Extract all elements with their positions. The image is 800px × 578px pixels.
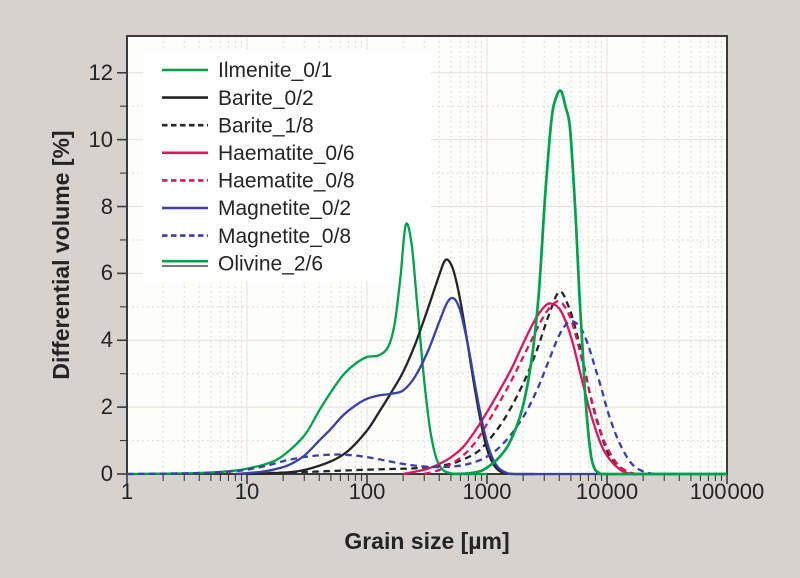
series-line-Ilmenite_0/1 [126,222,488,476]
legend-item: Barite_1/8 [162,114,314,137]
axis-ticks [117,71,728,484]
legend-item-label: Haematite_0/6 [218,142,355,165]
series-curves [126,89,727,476]
legend-item: Haematite_0/6 [162,142,355,165]
legend-item: Magnetite_0/8 [162,225,351,248]
x-tick-label: 100 000 [689,479,765,504]
series-line-Haematite_0/6 [402,302,644,476]
y-tick-label: 2 [100,394,113,420]
legend-item: Olivine_2/6 [162,252,323,275]
y-tick-label: 12 [88,59,113,85]
legend-item-label: Barite_1/8 [218,114,314,137]
y-tick-label: 0 [100,461,113,486]
legend: Ilmenite_0/1 Barite_0/2 Barite_1/8 Haematit… [143,50,431,282]
x-tick-label: 1 [120,479,134,504]
y-tick-label: 4 [100,327,113,353]
legend-item-label: Magnetite_0/8 [218,225,351,248]
x-tick-label: 10 [234,479,260,504]
legend-item-label: Haematite_0/8 [218,170,355,193]
legend-box [143,50,431,282]
x-axis-title: Grain size [µm] [344,528,510,554]
series-line-Magnetite_0/2 [235,296,727,476]
y-tick-label: 8 [100,193,113,219]
y-tick-label: 6 [100,260,113,286]
legend-item: Barite_0/2 [162,87,314,110]
legend-item-label: Ilmenite_0/1 [218,59,332,82]
series-line-Barite_1/8 [235,290,644,476]
x-tick-label: 100 [348,479,386,504]
y-tick-label: 10 [88,126,113,152]
legend-item-label: Magnetite_0/2 [218,197,351,220]
x-tick-label: 1000 [462,479,512,504]
legend-item: Ilmenite_0/1 [162,59,332,82]
legend-item: Magnetite_0/2 [162,197,351,220]
x-tick-label: 10 000 [575,479,639,504]
legend-item-label: Olivine_2/6 [218,252,323,275]
legend-item: Haematite_0/8 [162,170,355,193]
series-line-Haematite_0/8 [423,299,646,476]
series-line-Olivine_2/6 [450,89,727,476]
legend-item-label: Barite_0/2 [218,87,314,110]
